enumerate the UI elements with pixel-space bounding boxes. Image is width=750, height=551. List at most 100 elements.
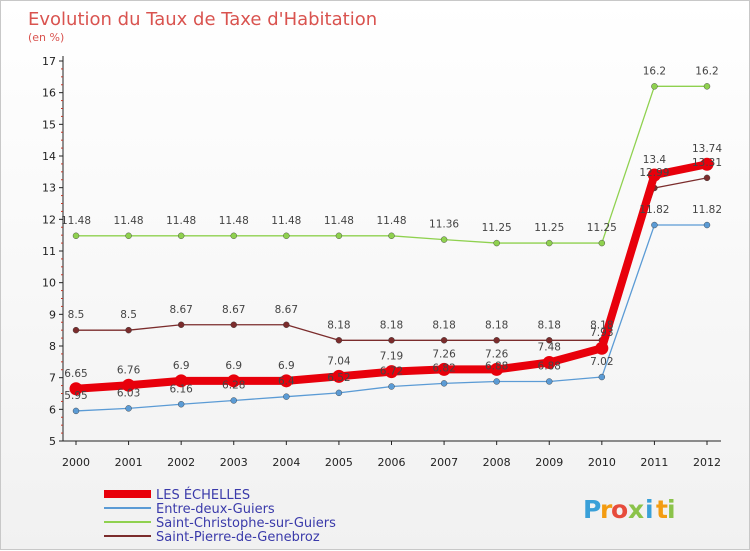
chart-subtitle: (en %) <box>28 31 64 44</box>
x-tick-label: 2007 <box>430 456 458 469</box>
data-label: 8.18 <box>485 319 508 331</box>
data-label: 11.25 <box>482 222 512 234</box>
data-label: 6.9 <box>225 360 242 372</box>
logo-letter: i <box>667 495 676 524</box>
data-point <box>598 239 606 247</box>
data-label: 6.72 <box>380 366 403 378</box>
data-label: 7.02 <box>590 356 613 368</box>
data-label: 7.93 <box>590 327 613 339</box>
legend-label: Saint-Pierre-de-Genebroz <box>156 530 320 545</box>
data-point <box>437 362 451 376</box>
data-label: 6.88 <box>538 360 561 372</box>
x-tick-label: 2010 <box>588 456 616 469</box>
data-label: 8.5 <box>120 309 137 321</box>
data-point <box>388 383 395 390</box>
data-label: 6.82 <box>432 362 455 374</box>
data-label: 8.18 <box>327 319 350 331</box>
x-tick-label: 2002 <box>167 456 195 469</box>
data-label: 6.9 <box>173 360 190 372</box>
data-point <box>440 337 448 344</box>
logo-letter: o <box>611 495 628 524</box>
data-label: 5.95 <box>64 390 87 402</box>
data-labels: 6.65 6.76 6.9 6.9 6.9 7.04 7.19 7.26 7.26 7.48 7.9… <box>61 65 722 402</box>
data-label: 11.82 <box>639 204 669 216</box>
data-point <box>177 232 185 240</box>
axes: 5 6 7 8 9 10 11 12 13 14 15 16 17 2000 2001 2002 2003 200… <box>42 55 721 469</box>
data-point <box>595 341 609 355</box>
x-tick-label: 2012 <box>693 456 721 469</box>
data-point <box>227 374 241 388</box>
data-point <box>174 374 188 388</box>
legend: LES ÉCHELLESEntre-deux-GuiersSaint-Chris… <box>104 487 336 545</box>
data-label: 7.19 <box>380 351 403 363</box>
data-point <box>493 337 500 344</box>
data-label: 8.18 <box>590 319 613 331</box>
data-label: 6.16 <box>169 383 193 395</box>
data-point <box>490 362 504 376</box>
data-point <box>283 321 290 328</box>
data-label: 8.5 <box>68 309 85 321</box>
y-tick-label: 8 <box>49 340 56 353</box>
logo-letter: t <box>656 495 668 524</box>
y-tick-label: 15 <box>42 118 56 131</box>
data-label: 11.48 <box>376 215 406 227</box>
data-label: 7.04 <box>327 355 351 367</box>
data-label: 13.74 <box>692 143 722 155</box>
chart-title: Evolution du Taux de Taxe d'Habitation <box>28 9 377 30</box>
data-point <box>177 321 185 328</box>
data-point <box>283 393 290 400</box>
data-label: 16.2 <box>643 65 666 77</box>
y-tick-label: 7 <box>49 372 56 385</box>
data-point <box>647 168 661 182</box>
data-label: 11.48 <box>219 215 249 227</box>
y-tick-label: 17 <box>42 55 56 68</box>
data-label: 8.18 <box>432 319 455 331</box>
data-point <box>542 355 556 369</box>
data-point <box>177 401 185 408</box>
y-tick-label: 14 <box>42 150 56 163</box>
x-tick-label: 2000 <box>62 456 90 469</box>
data-label: 11.48 <box>324 215 354 227</box>
data-label: 6.76 <box>117 364 141 376</box>
data-label: 11.48 <box>61 215 91 227</box>
y-tick-label: 16 <box>42 87 56 100</box>
data-point <box>703 83 711 90</box>
data-label: 6.9 <box>278 360 295 372</box>
series-saint-christophe-sur-guiers <box>72 83 711 247</box>
y-tick-label: 10 <box>42 277 56 290</box>
y-tick-label: 6 <box>49 403 56 416</box>
data-point <box>230 321 237 328</box>
logo-letter: i <box>645 495 654 524</box>
data-point <box>388 337 395 344</box>
data-point <box>72 326 80 334</box>
x-tick-label: 2008 <box>483 456 511 469</box>
x-tick-label: 2003 <box>220 456 248 469</box>
data-point <box>703 221 711 229</box>
data-label: 6.28 <box>222 379 245 391</box>
data-point <box>546 239 553 247</box>
data-label: 11.36 <box>429 219 459 231</box>
y-tick-label: 12 <box>42 213 56 226</box>
data-label: 8.18 <box>380 319 403 331</box>
data-label: 6.52 <box>327 372 350 384</box>
y-tick-label: 13 <box>42 182 56 195</box>
data-label: 6.03 <box>117 387 140 399</box>
data-point <box>651 83 658 90</box>
data-label: 11.25 <box>587 222 617 234</box>
data-point <box>598 373 606 381</box>
data-label: 8.67 <box>169 304 192 316</box>
data-point <box>385 365 398 379</box>
data-point <box>335 389 343 397</box>
x-tick-label: 2001 <box>115 456 143 469</box>
data-label: 7.26 <box>432 348 456 360</box>
y-tick-label: 9 <box>49 308 56 321</box>
data-point <box>546 378 553 385</box>
proxiti-logo: Pro x i t i <box>583 495 676 524</box>
data-point <box>388 232 395 240</box>
data-label: 6.65 <box>64 368 87 380</box>
x-tick-label: 2011 <box>640 456 668 469</box>
data-label: 12.99 <box>639 167 669 179</box>
data-label: 11.25 <box>534 222 564 234</box>
data-label: 11.82 <box>692 204 722 216</box>
